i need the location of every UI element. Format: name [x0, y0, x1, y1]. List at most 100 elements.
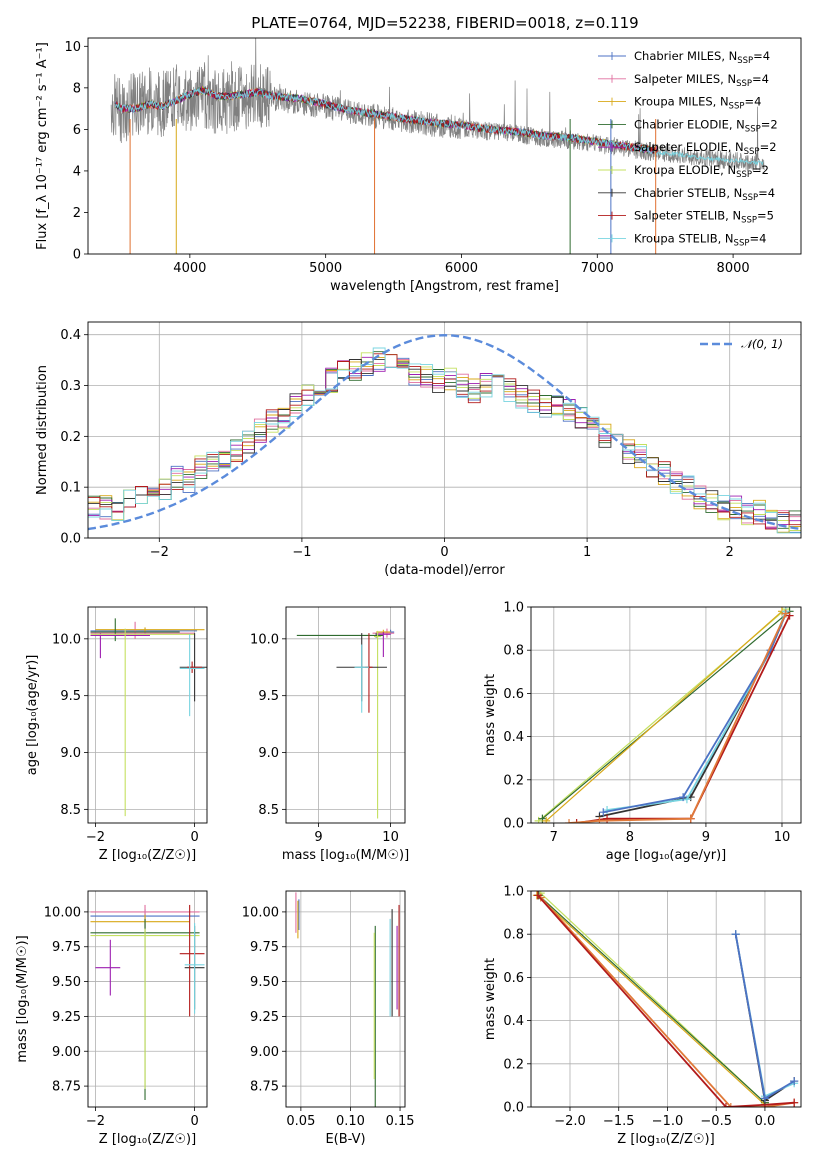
y-tick-label: 0 [73, 248, 81, 263]
normal-curve [88, 333, 801, 531]
weight-line [536, 894, 766, 1106]
axes-weight_vs_Z: −2.0 −1.5 −1.0 −0.5 0.0 0.0 0.2 0.4 0.6 0.8 1.0 Z [… [483, 885, 802, 1147]
legend-entry: Chabrier STELIB, NSSP=4 [598, 186, 775, 203]
errorbar-point [179, 634, 205, 717]
y-tick-label: 9.50 [250, 975, 279, 990]
y-tick-label: 0.6 [503, 971, 524, 986]
y-axis-label: mass weight [483, 958, 498, 1040]
plot-area [296, 628, 395, 819]
y-tick-label: 9.5 [60, 689, 81, 704]
axes-age_vs_mass: 9 10 8.5 9.0 9.5 10.0 mass [log₁₀(M/M☉)] [250, 606, 409, 863]
x-tick-label: 9 [702, 830, 710, 845]
x-tick-label: −2.0 [554, 1114, 586, 1129]
x-axis-label: age [log₁₀(age/yr)] [606, 848, 727, 863]
y-axis-label: Flux [f_λ 10⁻¹⁷ erg cm⁻² s⁻¹ A⁻¹] [35, 42, 50, 250]
axes-mass_vs_ebv: 0.05 0.10 0.15 8.75 9.00 9.25 9.50 9.75 10.00 E(B… [242, 890, 415, 1147]
y-tick-label: 9.25 [250, 1010, 279, 1025]
x-tick-label: 6000 [445, 261, 478, 276]
axes-mass_vs_Z: −2 0 8.75 9.00 9.25 9.50 9.75 10.00 Z [log₁₀(Z/Z… [15, 890, 208, 1147]
x-axis-label: (data-model)/error [384, 563, 505, 578]
y-axis-label: age [log₁₀(age/yr)] [25, 655, 40, 776]
legend-label: 𝒩(0, 1) [741, 337, 783, 351]
y-tick-label: 0.2 [503, 773, 524, 788]
axes-frame [87, 890, 208, 1108]
x-tick-label: 5000 [309, 261, 342, 276]
y-tick-label: 0.6 [503, 687, 524, 702]
y-tick-label: 1.0 [503, 601, 524, 616]
errorbar-point [376, 632, 391, 658]
y-tick-label: 0.2 [503, 1057, 524, 1072]
model-trace [114, 87, 659, 154]
y-tick-label: 10.0 [250, 632, 279, 647]
legend-label: Salpeter STELIB, NSSP=5 [634, 209, 774, 226]
weight-marker [542, 816, 551, 823]
x-tick-label: 8000 [717, 261, 750, 276]
errorbar-point [354, 644, 369, 713]
weight-line [538, 894, 766, 1104]
axes-residuals: −2 −1 0 1 2 0.0 0.1 0.2 0.3 0.4 (data-model)/error… [35, 321, 802, 578]
weight-marker [599, 808, 608, 817]
y-tick-label: 6 [73, 123, 81, 138]
x-tick-label: −1.0 [652, 1114, 684, 1129]
weight-line [545, 610, 783, 822]
x-tick-label: 0 [190, 830, 198, 845]
legend-label: Kroupa ELODIE, NSSP=2 [634, 163, 769, 180]
y-tick-label: 10.0 [52, 632, 81, 647]
y-tick-label: 9.0 [258, 746, 279, 761]
weight-marker [726, 1103, 735, 1107]
y-tick-label: 9.75 [52, 940, 81, 955]
weight-marker [781, 609, 790, 618]
x-tick-label: −1 [292, 545, 311, 560]
x-tick-label: 0.0 [755, 1114, 776, 1129]
plot-area [110, 38, 765, 254]
x-tick-label: 7000 [581, 261, 614, 276]
y-tick-label: 9.75 [250, 940, 279, 955]
weight-marker [785, 611, 794, 620]
x-axis-label: mass [log₁₀(M/M☉)] [282, 848, 409, 863]
errorbar-point [373, 630, 382, 819]
weight-marker [533, 891, 542, 900]
errorbar-point [90, 621, 195, 639]
legend-entry: Kroupa ELODIE, NSSP=2 [598, 163, 769, 180]
errorbar-point [365, 633, 373, 713]
y-tick-label: 0.2 [60, 430, 81, 445]
weight-line [599, 613, 787, 818]
y-tick-label: 0.0 [503, 817, 524, 832]
axes-weight_vs_age: 7 8 9 10 0.0 0.2 0.4 0.6 0.8 1.0 age [log₁₀(age/yr… [483, 601, 802, 863]
y-tick-label: 1.0 [503, 885, 524, 900]
legend-entry: Salpeter MILES, NSSP=4 [598, 72, 769, 89]
plot-area [534, 607, 794, 823]
y-tick-label: 4 [73, 164, 81, 179]
y-tick-label: 10.00 [242, 905, 279, 920]
weight-marker [679, 793, 688, 802]
weight-marker [686, 814, 695, 823]
x-tick-label: 8 [626, 830, 634, 845]
weight-marker [595, 816, 604, 823]
errorbar-point [95, 627, 205, 633]
axes-spectrum: 4000 5000 6000 7000 8000 0 2 4 6 8 10 wavelength [A… [35, 37, 802, 294]
y-tick-label: 8.5 [258, 803, 279, 818]
plot-area [532, 891, 799, 1107]
axes-frame [87, 321, 802, 539]
x-axis-label: wavelength [Angstrom, rest frame] [330, 279, 559, 294]
x-tick-label: 0 [190, 1114, 198, 1129]
x-tick-label: −2 [86, 830, 105, 845]
errorbar-point [90, 928, 200, 1089]
weight-marker [790, 1077, 799, 1086]
legend-entry: Kroupa STELIB, NSSP=4 [598, 231, 766, 248]
model-trace [114, 87, 764, 166]
legend: 𝒩(0, 1) [700, 337, 783, 351]
x-tick-label: 4000 [173, 261, 206, 276]
legend-label: Kroupa STELIB, NSSP=4 [634, 231, 766, 248]
y-tick-label: 9.5 [258, 689, 279, 704]
x-axis-label: Z [log₁₀(Z/Z☉)] [99, 1132, 196, 1147]
weight-line [568, 613, 787, 823]
axes-frame [530, 606, 802, 824]
legend-entry: Kroupa MILES, NSSP=4 [598, 95, 761, 112]
weight-line [576, 615, 791, 823]
legend-label: Salpeter ELODIE, NSSP=2 [634, 140, 777, 157]
axes-age_vs_Z: −2 0 8.5 9.0 9.5 10.0 Z [log₁₀(Z/Z☉)] age [log₁… [25, 606, 208, 863]
figure-title: PLATE=0764, MJD=52238, FIBERID=0018, z=0… [251, 14, 638, 32]
x-tick-label: 9 [314, 830, 322, 845]
